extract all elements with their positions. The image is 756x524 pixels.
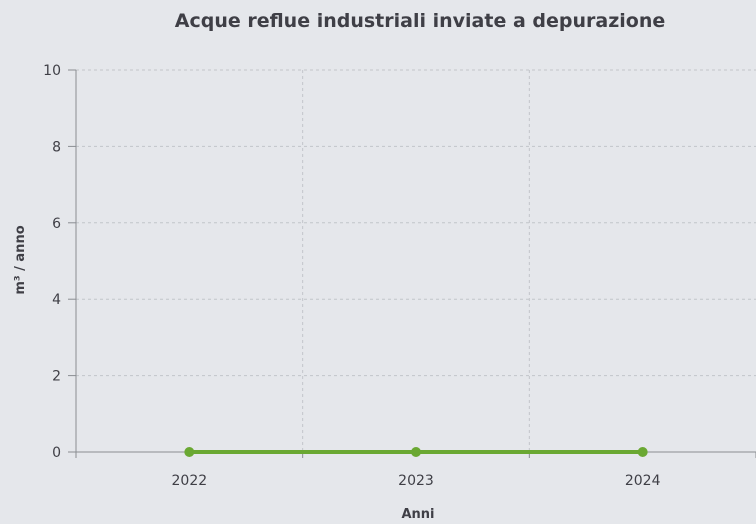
y-tick-label-10: 10 (43, 63, 61, 79)
axes (68, 69, 756, 458)
data-point-2023[interactable] (411, 447, 421, 457)
y-axis-title: m³ / anno (13, 225, 28, 294)
y-tick-label-8: 8 (52, 139, 61, 155)
x-axis-title: Anni (401, 507, 434, 522)
data-point-2022[interactable] (184, 447, 195, 457)
labels: Acque reflue industriali inviate a depur… (13, 10, 665, 522)
x-tick-label-2024: 2024 (625, 473, 661, 489)
data-point-2024[interactable] (637, 447, 648, 457)
y-tick-label-0: 0 (52, 445, 61, 461)
series-layer (184, 447, 648, 457)
grid (76, 69, 756, 452)
chart-title: Acque reflue industriali inviate a depur… (175, 10, 665, 32)
y-tick-label-4: 4 (52, 292, 61, 308)
x-tick-label-2023: 2023 (398, 473, 434, 489)
y-tick-label-2: 2 (52, 369, 61, 385)
y-tick-label-6: 6 (52, 216, 61, 232)
x-tick-label-2022: 2022 (172, 473, 208, 489)
